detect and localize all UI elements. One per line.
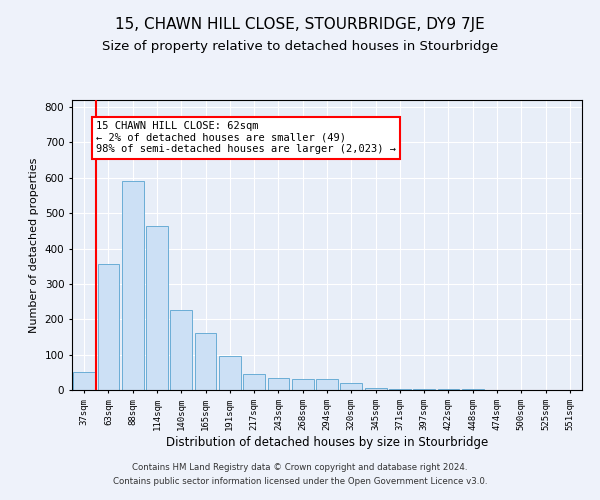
Text: Contains public sector information licensed under the Open Government Licence v3: Contains public sector information licen… [113,477,487,486]
Bar [219,356,241,390]
Bar [365,388,386,390]
Bar [194,334,217,390]
Bar [170,310,192,390]
Text: 15, CHAWN HILL CLOSE, STOURBRIDGE, DY9 7JE: 15, CHAWN HILL CLOSE, STOURBRIDGE, DY9 7… [115,18,485,32]
Bar [389,389,411,390]
Y-axis label: Number of detached properties: Number of detached properties [29,158,39,332]
Bar [316,380,338,390]
Bar [268,378,289,390]
Text: 15 CHAWN HILL CLOSE: 62sqm
← 2% of detached houses are smaller (49)
98% of semi-: 15 CHAWN HILL CLOSE: 62sqm ← 2% of detac… [96,121,396,154]
Bar [146,226,168,390]
Bar [292,380,314,390]
Bar [122,182,143,390]
Text: Contains HM Land Registry data © Crown copyright and database right 2024.: Contains HM Land Registry data © Crown c… [132,464,468,472]
Text: Size of property relative to detached houses in Stourbridge: Size of property relative to detached ho… [102,40,498,53]
Bar [73,372,95,390]
Bar [243,374,265,390]
Bar [97,264,119,390]
Bar [340,383,362,390]
Text: Distribution of detached houses by size in Stourbridge: Distribution of detached houses by size … [166,436,488,449]
Bar [413,389,435,390]
